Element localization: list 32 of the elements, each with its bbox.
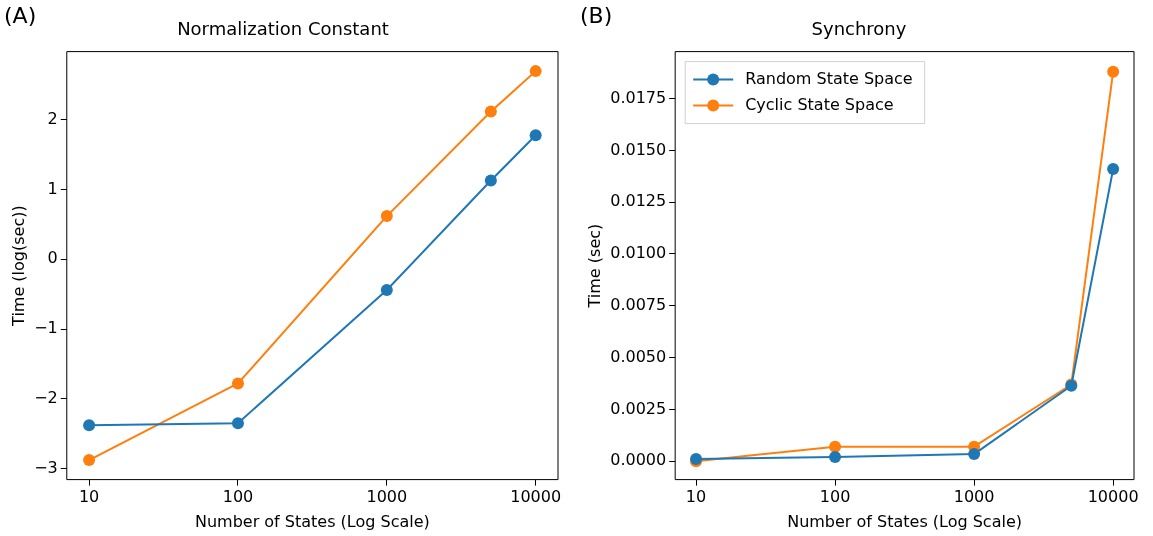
x-axis-title: Number of States (Log Scale) [787,511,1023,531]
x-tick-label: 100 [222,487,254,507]
y-tick-label: 0.0100 [610,243,667,263]
chart-title: Synchrony [811,18,907,40]
legend-label: Cyclic State Space [745,94,894,114]
y-tick-label: 1 [47,178,58,198]
y-tick-label: 0 [47,248,58,268]
y-axis-title: Time (log(sec)) [8,205,28,327]
y-tick-label: 0.0150 [610,139,667,159]
x-tick-label: 10 [78,487,100,507]
y-tick-label: −3 [34,457,58,477]
y-tick-label: 0.0075 [610,294,667,314]
x-tick-label: 1000 [953,487,995,507]
y-axis-title: Time (sec) [584,223,604,309]
y-tick-label: 0.0050 [610,346,667,366]
y-tick-label: 0.0025 [610,398,667,418]
y-tick-label: 0.0125 [610,191,667,211]
x-tick-label: 10000 [510,487,562,507]
x-axis-title: Number of States (Log Scale) [194,511,430,531]
x-tick-label: 100 [819,487,851,507]
x-tick-label: 10 [685,487,707,507]
legend-label: Random State Space [745,68,913,88]
y-tick-label: 2 [47,109,58,129]
x-tick-label: 1000 [366,487,408,507]
y-tick-label: −1 [34,318,58,338]
text: (B) [580,2,613,28]
y-tick-label: 0.0000 [610,450,667,470]
y-tick-label: −2 [34,387,58,407]
text: (A) [4,2,37,28]
y-tick-label: 0.0175 [610,87,667,107]
x-tick-label: 10000 [1087,487,1139,507]
chart-title: Normalization Constant [177,18,389,40]
